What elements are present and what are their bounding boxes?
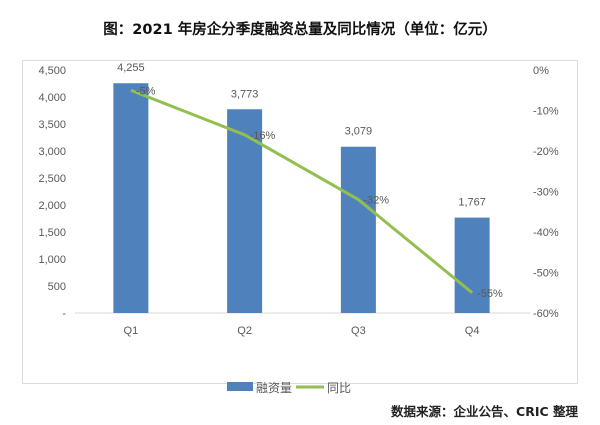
line-data-label: -16%: [250, 130, 276, 142]
right-axis-tick: -30%: [533, 187, 559, 199]
left-axis-tick: 1,500: [38, 227, 66, 239]
left-axis-tick: 2,500: [38, 173, 66, 185]
bar-Q3: [340, 146, 376, 313]
source-note: 数据来源：企业公告、CRIC 整理: [391, 404, 578, 419]
legend-bar-swatch: [227, 382, 253, 391]
legend-line-label: 同比: [327, 381, 351, 395]
bar-data-label: 3,079: [345, 126, 373, 138]
x-axis-tick: Q4: [465, 325, 480, 337]
right-axis-tick: -20%: [533, 146, 559, 158]
left-axis-tick: 2,000: [38, 200, 66, 212]
legend-bar-label: 融资量: [256, 381, 292, 395]
line-data-label: -5%: [136, 85, 156, 97]
bar-data-label: 3,773: [231, 88, 259, 100]
bar-Q4: [454, 217, 490, 313]
right-axis-tick: 0%: [533, 65, 549, 77]
bar-Q1: [113, 83, 149, 313]
x-axis-tick: Q2: [237, 325, 252, 337]
line-data-label: -55%: [477, 288, 503, 300]
left-axis-tick: 3,000: [38, 146, 66, 158]
bar-data-label: 4,255: [117, 62, 145, 74]
line-series-yoy: [130, 88, 474, 294]
chart-title: 图：2021 年房企分季度融资总量及同比情况（单位：亿元）: [103, 22, 497, 38]
x-axis-tick: Q1: [124, 325, 139, 337]
bar-Q2: [227, 109, 263, 314]
left-axis-tick: -: [62, 308, 66, 320]
left-axis-tick: 4,000: [38, 92, 66, 104]
right-axis-tick: -10%: [533, 106, 559, 118]
right-axis-tick: -40%: [533, 227, 559, 239]
left-axis-tick: 3,500: [38, 119, 66, 131]
chart-frame: [22, 60, 578, 384]
left-axis-tick: 1,000: [38, 254, 66, 266]
right-axis-tick: -60%: [533, 308, 559, 320]
right-axis-tick: -50%: [533, 268, 559, 280]
left-axis-tick: 500: [48, 281, 66, 293]
bar-data-label: 1,767: [458, 197, 486, 209]
left-axis-tick: 4,500: [38, 65, 66, 77]
x-axis-tick: Q3: [351, 325, 366, 337]
line-data-label: -32%: [363, 195, 389, 207]
